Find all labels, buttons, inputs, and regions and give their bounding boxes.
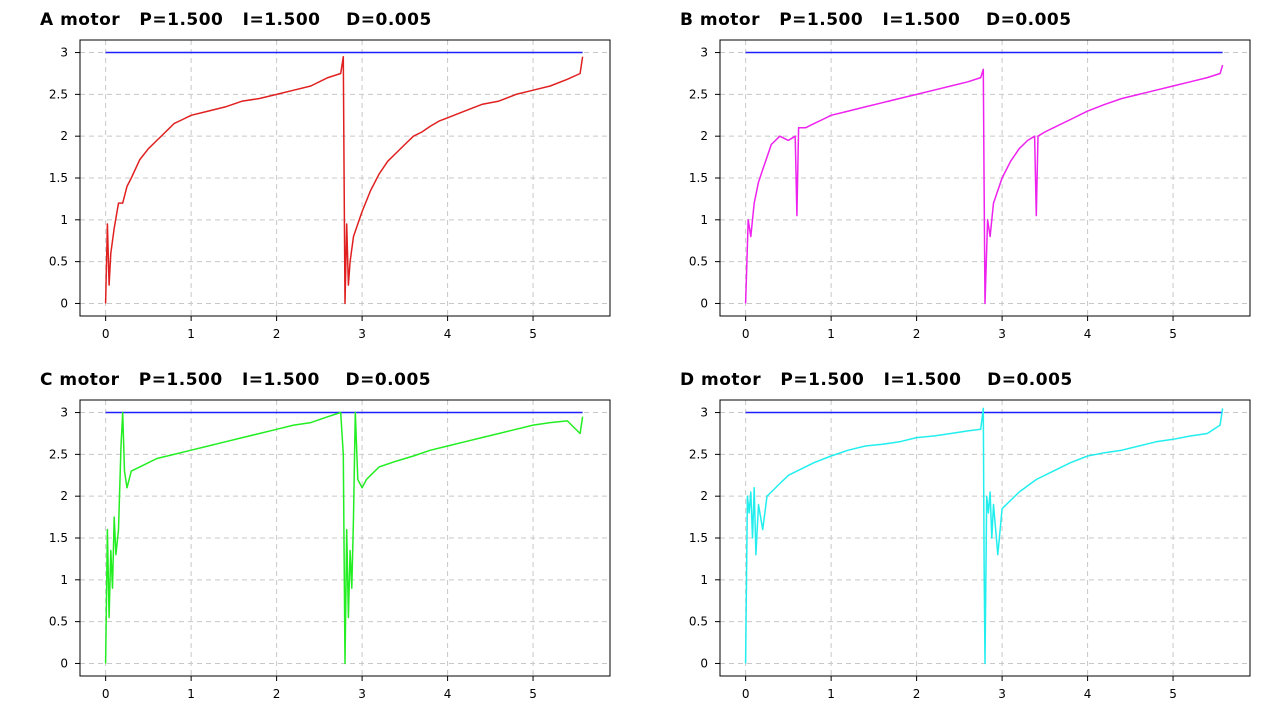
y-tick-label: 2 xyxy=(700,489,708,503)
x-tick-label: 5 xyxy=(529,327,537,341)
x-tick-label: 1 xyxy=(827,687,835,701)
y-tick-label: 3 xyxy=(700,46,708,60)
y-tick-label: 1 xyxy=(700,213,708,227)
chart-panel-a: A motor P=1.500 I=1.500 D=0.005 0 0.5 1 1.5… xyxy=(0,0,640,360)
x-tick-label: 0 xyxy=(742,687,750,701)
chart-plot-b: 0 0.5 1 1.5 2 2.5 3 0 1 2 3 4 5 xyxy=(689,39,1251,341)
x-tick-label: 2 xyxy=(913,327,921,341)
y-tick-label: 1.5 xyxy=(689,531,708,545)
y-tick-label: 1.5 xyxy=(49,171,68,185)
chart-plot-d: 0 0.5 1 1.5 2 2.5 3 0 1 2 3 4 5 xyxy=(689,399,1251,701)
y-tick-label: 0.5 xyxy=(49,615,68,629)
y-tick-label: 3 xyxy=(60,406,68,420)
x-tick-label: 4 xyxy=(444,327,452,341)
y-tick-label: 0.5 xyxy=(689,615,708,629)
x-tick-label: 3 xyxy=(358,687,366,701)
x-tick-label: 5 xyxy=(529,687,537,701)
y-tick-label: 0.5 xyxy=(689,255,708,269)
x-tick-label: 5 xyxy=(1169,687,1177,701)
response-line xyxy=(744,407,1224,665)
x-tick-label: 1 xyxy=(827,327,835,341)
y-tick-label: 2.5 xyxy=(49,447,68,461)
y-tick-label: 0 xyxy=(700,296,708,310)
x-tick-label: 2 xyxy=(273,327,281,341)
x-tick-label: 4 xyxy=(1084,327,1092,341)
chart-plot-a: 0 0.5 1 1.5 2 2.5 3 0 1 2 3 4 5 xyxy=(49,39,611,341)
x-tick-label: 0 xyxy=(102,327,110,341)
x-tick-label: 3 xyxy=(998,687,1006,701)
y-tick-label: 0 xyxy=(60,296,68,310)
y-tick-label: 0 xyxy=(60,656,68,670)
response-line xyxy=(104,55,584,305)
y-tick-label: 1.5 xyxy=(49,531,68,545)
chart-panel-d: D motor P=1.500 I=1.500 D=0.005 0 0.5 1 1.5… xyxy=(640,360,1280,720)
response-line xyxy=(104,411,584,665)
y-tick-label: 3 xyxy=(700,406,708,420)
y-tick-label: 3 xyxy=(60,46,68,60)
y-tick-label: 1 xyxy=(700,573,708,587)
response-line xyxy=(744,64,1224,305)
y-tick-label: 2.5 xyxy=(689,87,708,101)
y-tick-label: 2.5 xyxy=(49,87,68,101)
x-tick-label: 2 xyxy=(913,687,921,701)
y-tick-label: 2 xyxy=(700,129,708,143)
chart-plot-c: 0 0.5 1 1.5 2 2.5 3 0 1 2 3 4 5 xyxy=(49,399,611,701)
chart-title: A motor P=1.500 I=1.500 D=0.005 xyxy=(40,10,432,30)
x-tick-label: 4 xyxy=(1084,687,1092,701)
x-tick-label: 5 xyxy=(1169,327,1177,341)
y-tick-label: 1 xyxy=(60,573,68,587)
y-tick-label: 0 xyxy=(700,656,708,670)
x-tick-label: 3 xyxy=(358,327,366,341)
y-tick-label: 1.5 xyxy=(689,171,708,185)
y-tick-label: 0.5 xyxy=(49,255,68,269)
x-tick-label: 0 xyxy=(102,687,110,701)
x-tick-label: 1 xyxy=(187,687,195,701)
chart-panel-b: B motor P=1.500 I=1.500 D=0.005 0 0.5 1 1.5… xyxy=(640,0,1280,360)
x-tick-label: 4 xyxy=(444,687,452,701)
chart-title: C motor P=1.500 I=1.500 D=0.005 xyxy=(40,370,432,390)
x-tick-label: 3 xyxy=(998,327,1006,341)
y-tick-label: 2 xyxy=(60,129,68,143)
chart-panel-c: C motor P=1.500 I=1.500 D=0.005 0 0.5 1 1.5… xyxy=(0,360,640,720)
chart-title: B motor P=1.500 I=1.500 D=0.005 xyxy=(680,10,1072,30)
y-tick-label: 2.5 xyxy=(689,447,708,461)
x-tick-label: 0 xyxy=(742,327,750,341)
x-tick-label: 2 xyxy=(273,687,281,701)
y-tick-label: 2 xyxy=(60,489,68,503)
chart-title: D motor P=1.500 I=1.500 D=0.005 xyxy=(680,370,1073,390)
x-tick-label: 1 xyxy=(187,327,195,341)
y-tick-label: 1 xyxy=(60,213,68,227)
